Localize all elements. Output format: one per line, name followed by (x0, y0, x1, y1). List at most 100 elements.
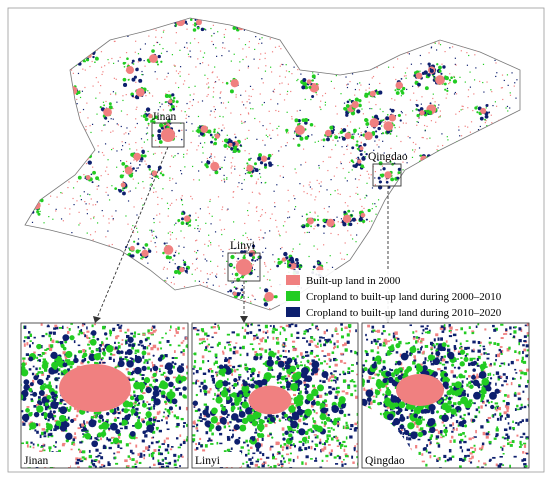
landuse-dot (186, 436, 188, 439)
landuse-dot (263, 261, 266, 264)
landuse-patch (221, 166, 223, 169)
landuse-dot (96, 201, 98, 203)
landuse-dot (262, 251, 264, 253)
landuse-patch (404, 219, 407, 222)
town (149, 54, 158, 63)
landuse-patch (455, 263, 459, 266)
landuse-dot (211, 35, 213, 37)
landuse-patch (363, 56, 368, 61)
landuse-dot (305, 31, 307, 33)
landuse-dot (194, 269, 196, 271)
landuse-dot (76, 458, 81, 462)
landuse-patch (38, 180, 42, 184)
landuse-dot (71, 159, 73, 161)
landuse-patch (232, 141, 236, 146)
landuse-patch (377, 257, 383, 262)
landuse-dot (191, 123, 193, 125)
landuse-dot (428, 177, 430, 179)
town (316, 44, 321, 49)
landuse-dot (490, 89, 492, 91)
landuse-dot (368, 87, 370, 89)
landuse-dot (182, 83, 185, 85)
landuse-dot (134, 463, 137, 465)
landuse-dot (100, 437, 102, 441)
landuse-dot (95, 312, 96, 313)
landuse-dot (51, 76, 53, 78)
town (73, 54, 82, 62)
landuse-patch (321, 40, 325, 45)
landuse-dot (251, 294, 253, 296)
landuse-dot (337, 192, 339, 195)
landuse-dot (469, 190, 471, 193)
landuse-dot (392, 66, 395, 68)
landuse-dot (191, 273, 193, 275)
landuse-dot (324, 104, 326, 106)
landuse-dot (269, 134, 271, 136)
landuse-dot (185, 336, 188, 340)
landuse-dot (38, 423, 41, 427)
landuse-patch (408, 216, 413, 221)
landuse-dot (396, 58, 399, 60)
landuse-dot (445, 234, 448, 236)
landuse-dot (47, 433, 51, 437)
landuse-dot (231, 282, 233, 284)
landuse-dot (120, 125, 122, 128)
landuse-patch (304, 121, 308, 125)
landuse-dot (118, 28, 120, 30)
landuse-dot (166, 242, 168, 244)
landuse-dot (223, 179, 226, 181)
landuse-dot (501, 216, 503, 219)
landuse-dot (271, 51, 274, 53)
landuse-dot (37, 374, 40, 378)
landuse-dot (222, 116, 224, 118)
landuse-dot (150, 347, 154, 351)
landuse-patch (234, 272, 239, 277)
landuse-patch (501, 151, 504, 154)
landuse-patch (82, 59, 86, 63)
landuse-dot (45, 428, 49, 433)
landuse-dot (84, 177, 86, 179)
landuse-dot (210, 260, 212, 263)
landuse-dot (368, 83, 370, 85)
landuse-dot (37, 289, 39, 291)
landuse-dot (482, 81, 484, 84)
landuse-dot (283, 99, 286, 101)
landuse-dot (412, 85, 414, 87)
landuse-patch (203, 304, 206, 307)
landuse-patch (317, 44, 321, 48)
landuse-patch (369, 50, 374, 55)
landuse-dot (505, 195, 507, 197)
landuse-patch (381, 132, 385, 135)
landuse-dot (164, 354, 168, 358)
landuse-patch (229, 263, 233, 267)
landuse-dot (144, 338, 148, 341)
landuse-dot (236, 309, 238, 310)
landuse-dot (455, 191, 457, 193)
landuse-dot (43, 415, 47, 419)
landuse-patch (35, 107, 39, 112)
landuse-patch (74, 57, 77, 60)
landuse-dot (226, 209, 228, 211)
landuse-dot (61, 444, 65, 447)
landuse-dot (169, 344, 172, 347)
landuse-patch (169, 108, 173, 112)
landuse-patch (369, 55, 372, 58)
landuse-dot (55, 326, 59, 330)
landuse-patch (425, 213, 429, 217)
landuse-dot (138, 412, 141, 414)
landuse-patch (378, 265, 384, 270)
landuse-dot (154, 71, 156, 73)
landuse-patch (135, 169, 138, 172)
landuse-patch (356, 18, 360, 22)
landuse-patch (506, 229, 509, 232)
landuse-patch (33, 112, 36, 115)
landuse-dot (450, 258, 452, 260)
landuse-dot (385, 219, 388, 221)
landuse-dot (116, 150, 118, 152)
landuse-patch (469, 197, 472, 200)
landuse-dot (409, 99, 412, 101)
landuse-patch (136, 242, 140, 246)
landuse-patch (506, 223, 511, 228)
landuse-dot (341, 136, 343, 138)
landuse-dot (490, 199, 492, 201)
